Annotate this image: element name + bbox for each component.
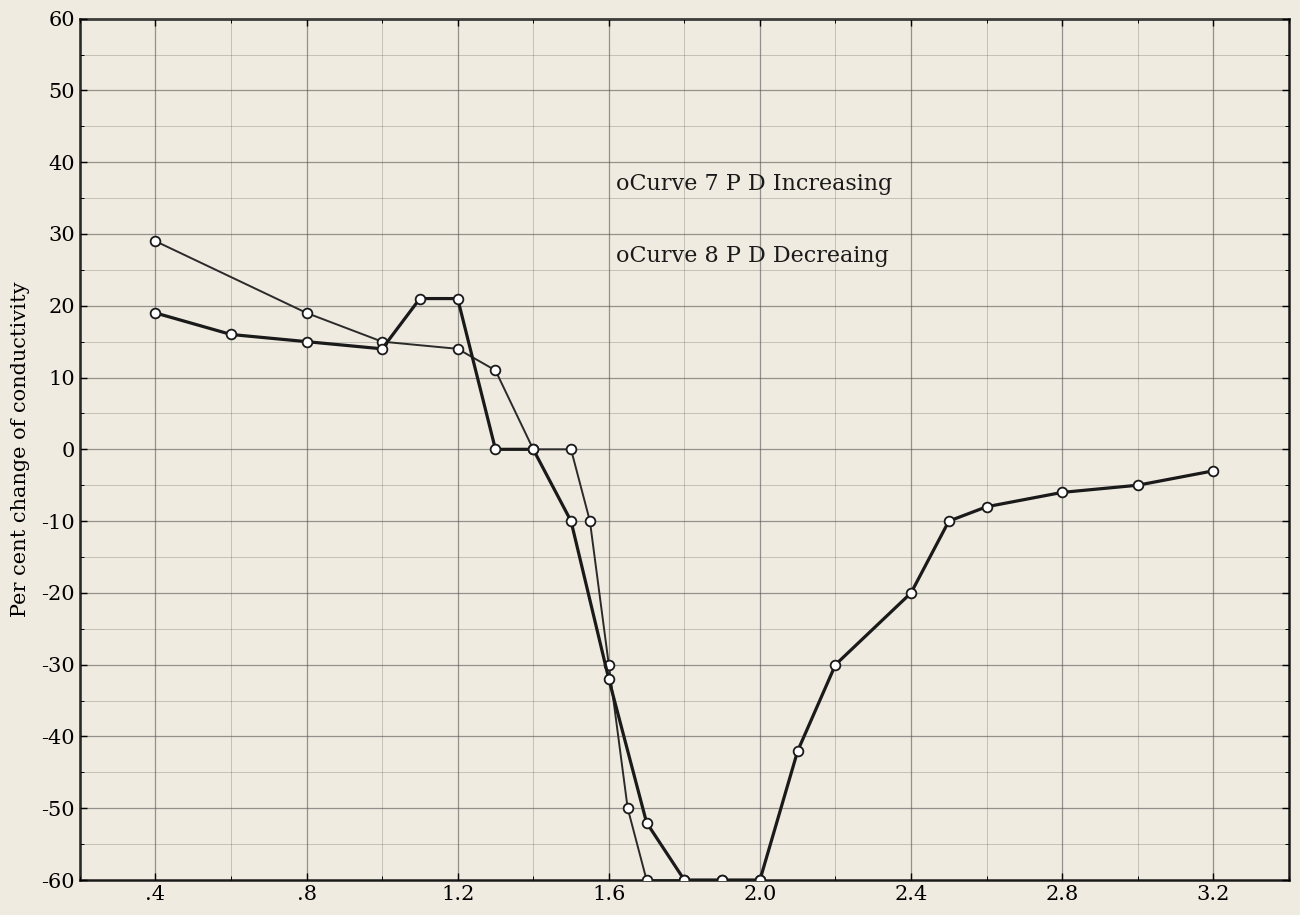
Text: oCurve 8 P D Decreaing: oCurve 8 P D Decreaing [616, 244, 889, 266]
Text: oCurve 7 P D Increasing: oCurve 7 P D Increasing [616, 173, 893, 195]
Y-axis label: Per cent change of conductivity: Per cent change of conductivity [12, 282, 30, 617]
